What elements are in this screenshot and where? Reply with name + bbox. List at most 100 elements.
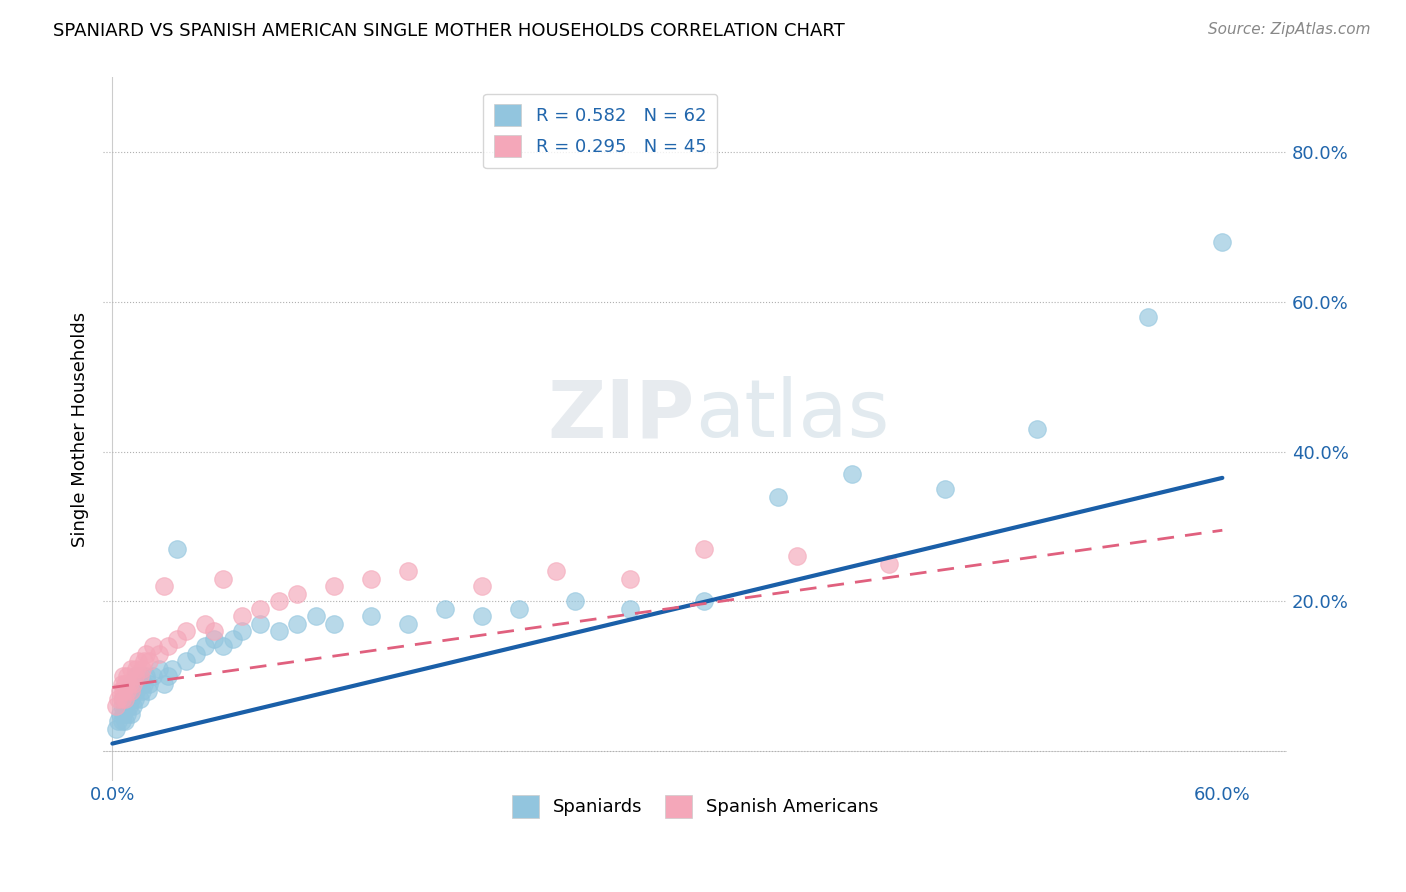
Point [135, 669, 157, 683]
Point [267, 594, 290, 608]
Point [125, 684, 148, 698]
Point [153, 579, 176, 593]
Point [115, 706, 138, 721]
Point [934, 482, 956, 496]
Point [132, 676, 155, 690]
Point [153, 676, 176, 690]
Point [136, 684, 159, 698]
Point [231, 624, 253, 639]
Point [108, 706, 131, 721]
Point [619, 602, 641, 616]
Point [120, 706, 142, 721]
Point [287, 587, 309, 601]
Point [125, 662, 148, 676]
Point [184, 647, 207, 661]
Point [619, 572, 641, 586]
Point [114, 714, 136, 728]
Point [129, 669, 152, 683]
Point [129, 691, 152, 706]
Point [108, 684, 131, 698]
Point [841, 467, 863, 482]
Point [323, 616, 346, 631]
Point [111, 691, 134, 706]
Point [693, 594, 716, 608]
Point [114, 676, 136, 690]
Y-axis label: Single Mother Households: Single Mother Households [72, 311, 89, 547]
Point [546, 565, 568, 579]
Point [112, 691, 135, 706]
Point [166, 541, 188, 556]
Point [231, 609, 253, 624]
Point [131, 662, 153, 676]
Text: SPANIARD VS SPANISH AMERICAN SINGLE MOTHER HOUSEHOLDS CORRELATION CHART: SPANIARD VS SPANISH AMERICAN SINGLE MOTH… [53, 22, 845, 40]
Point [115, 691, 138, 706]
Point [135, 647, 157, 661]
Point [160, 662, 183, 676]
Point [121, 676, 143, 690]
Point [127, 654, 149, 668]
Point [129, 669, 152, 683]
Point [142, 669, 165, 683]
Point [114, 699, 136, 714]
Point [176, 624, 198, 639]
Point [105, 722, 128, 736]
Point [323, 579, 346, 593]
Point [107, 691, 129, 706]
Point [156, 640, 179, 654]
Point [131, 684, 153, 698]
Point [120, 684, 142, 698]
Text: Source: ZipAtlas.com: Source: ZipAtlas.com [1208, 22, 1371, 37]
Point [118, 699, 141, 714]
Point [194, 616, 217, 631]
Point [120, 691, 142, 706]
Point [267, 624, 290, 639]
Point [138, 654, 160, 668]
Point [125, 669, 148, 683]
Point [112, 684, 135, 698]
Point [111, 714, 134, 728]
Point [132, 654, 155, 668]
Point [396, 565, 419, 579]
Point [194, 640, 217, 654]
Point [202, 632, 225, 646]
Point [202, 624, 225, 639]
Point [115, 669, 138, 683]
Point [111, 676, 134, 690]
Point [148, 662, 170, 676]
Point [212, 640, 235, 654]
Point [121, 684, 143, 698]
Point [114, 691, 136, 706]
Point [120, 662, 142, 676]
Point [121, 699, 143, 714]
Point [287, 616, 309, 631]
Point [508, 602, 530, 616]
Point [120, 676, 142, 690]
Point [118, 676, 141, 690]
Point [156, 669, 179, 683]
Point [564, 594, 586, 608]
Point [142, 640, 165, 654]
Point [434, 602, 457, 616]
Point [112, 669, 135, 683]
Point [115, 684, 138, 698]
Point [396, 616, 419, 631]
Point [176, 654, 198, 668]
Point [768, 490, 790, 504]
Point [105, 699, 128, 714]
Point [166, 632, 188, 646]
Point [693, 541, 716, 556]
Point [786, 549, 808, 564]
Point [124, 676, 146, 690]
Point [221, 632, 243, 646]
Legend: Spaniards, Spanish Americans: Spaniards, Spanish Americans [505, 789, 886, 825]
Point [107, 714, 129, 728]
Point [1211, 235, 1233, 249]
Point [471, 609, 494, 624]
Point [249, 616, 271, 631]
Point [360, 609, 382, 624]
Text: atlas: atlas [695, 376, 890, 454]
Point [138, 676, 160, 690]
Point [212, 572, 235, 586]
Point [471, 579, 494, 593]
Point [124, 691, 146, 706]
